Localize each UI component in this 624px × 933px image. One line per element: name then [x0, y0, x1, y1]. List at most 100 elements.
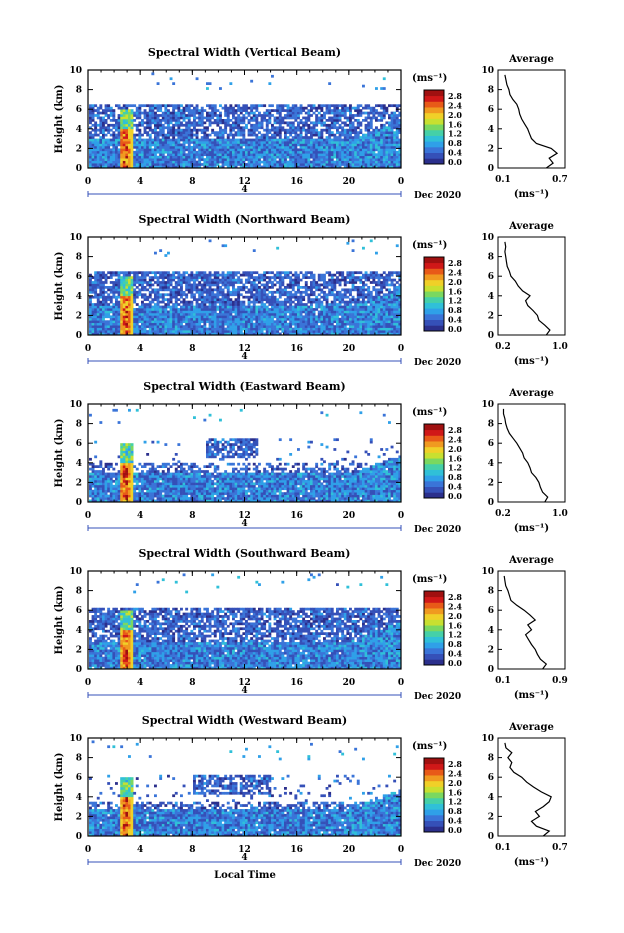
heatmap-cell: [375, 144, 378, 147]
heatmap-cell: [268, 328, 271, 331]
heatmap-cell: [331, 117, 334, 120]
heatmap-cell: [188, 104, 191, 107]
heatmap-cell: [164, 284, 167, 287]
heatmap-cell: [159, 121, 162, 124]
heatmap-cell: [89, 288, 92, 291]
heatmap-cell: [190, 320, 193, 323]
heatmap-cell: [89, 153, 92, 156]
heatmap-cell: [125, 109, 128, 112]
heatmap-cell: [216, 308, 219, 311]
heatmap-cell: [193, 112, 196, 115]
heatmap-cell: [123, 274, 126, 277]
heatmap-cell: [214, 134, 217, 137]
heatmap-cell: [138, 141, 141, 144]
heatmap-cell: [313, 156, 316, 159]
heatmap-cell: [258, 279, 261, 282]
heatmap-cell: [326, 271, 329, 274]
heatmap-cell: [375, 119, 378, 122]
heatmap-cell: [235, 318, 238, 321]
heatmap-cell: [185, 308, 188, 311]
heatmap-cell: [175, 284, 178, 287]
heatmap-cell: [271, 271, 274, 274]
heatmap-cell: [188, 315, 191, 318]
heatmap-cell: [211, 301, 214, 304]
heatmap-cell: [359, 139, 362, 142]
x-tick-label: 20: [343, 177, 356, 187]
heatmap-cell: [216, 315, 219, 318]
heatmap-cell: [271, 158, 274, 161]
heatmap-cell: [214, 301, 217, 304]
heatmap-cell: [261, 328, 264, 331]
heatmap-cell: [180, 284, 183, 287]
heatmap-cell: [333, 151, 336, 154]
heatmap-cell: [331, 311, 334, 314]
heatmap-cell: [333, 330, 336, 333]
heatmap-cell: [102, 134, 105, 137]
heatmap-cell: [227, 124, 230, 127]
heatmap-cell: [149, 291, 152, 294]
heatmap-cell: [196, 104, 199, 107]
heatmap-cell: [133, 151, 136, 154]
heatmap-cell: [261, 284, 264, 287]
heatmap-cell: [193, 144, 196, 147]
heatmap-cell: [349, 114, 352, 117]
heatmap-cell: [164, 141, 167, 144]
heatmap-cell: [310, 298, 313, 301]
heatmap-cell: [391, 126, 394, 129]
heatmap-cell: [172, 330, 175, 333]
heatmap-cell: [237, 298, 240, 301]
heatmap-cell: [357, 158, 360, 161]
heatmap-cell: [133, 298, 136, 301]
heatmap-cell: [284, 141, 287, 144]
heatmap-cell: [180, 296, 183, 299]
heatmap-cell: [196, 161, 199, 164]
heatmap-cell: [99, 279, 102, 282]
heatmap-cell: [393, 126, 396, 129]
heatmap-cell: [227, 109, 230, 112]
heatmap-cell: [196, 279, 199, 282]
heatmap-cell: [289, 163, 292, 166]
heatmap-cell: [136, 161, 139, 164]
heatmap-cell: [209, 119, 212, 122]
heatmap-cell: [105, 153, 108, 156]
heatmap-cell: [128, 320, 131, 323]
heatmap-cell: [146, 151, 149, 154]
heatmap-cell: [131, 139, 134, 142]
heatmap-cell: [375, 134, 378, 137]
heatmap-cell: [289, 303, 292, 306]
heatmap-cell: [193, 308, 196, 311]
heatmap-cell: [328, 146, 331, 149]
heatmap-cell: [99, 313, 102, 316]
heatmap-cell: [136, 117, 139, 120]
heatmap-cell: [344, 136, 347, 139]
heatmap-cell: [310, 286, 313, 289]
heatmap-cell: [315, 124, 318, 127]
heatmap-cell: [216, 109, 219, 112]
heatmap-cell: [261, 291, 264, 294]
heatmap-cell: [219, 293, 222, 296]
heatmap-cell: [190, 328, 193, 331]
heatmap-cell: [209, 82, 212, 85]
heatmap-cell: [151, 129, 154, 132]
heatmap-cell: [201, 163, 204, 166]
heatmap-cell: [258, 112, 261, 115]
heatmap-cell: [336, 296, 339, 299]
heatmap-cell: [128, 284, 131, 287]
heatmap-cell: [292, 274, 295, 277]
heatmap-cell: [196, 153, 199, 156]
heatmap-cell: [250, 281, 253, 284]
heatmap-cell: [167, 271, 170, 274]
heatmap-cell: [245, 112, 248, 115]
heatmap-cell: [105, 291, 108, 294]
heatmap-cell: [352, 141, 355, 144]
heatmap-cell: [302, 325, 305, 328]
heatmap-cell: [326, 124, 329, 127]
heatmap-cell: [339, 298, 342, 301]
heatmap-cell: [206, 313, 209, 316]
heatmap-cell: [172, 151, 175, 154]
heatmap-cell: [190, 323, 193, 326]
heatmap-cell: [279, 284, 282, 287]
heatmap-cell: [284, 311, 287, 314]
heatmap-cell: [118, 124, 121, 127]
heatmap-cell: [245, 286, 248, 289]
